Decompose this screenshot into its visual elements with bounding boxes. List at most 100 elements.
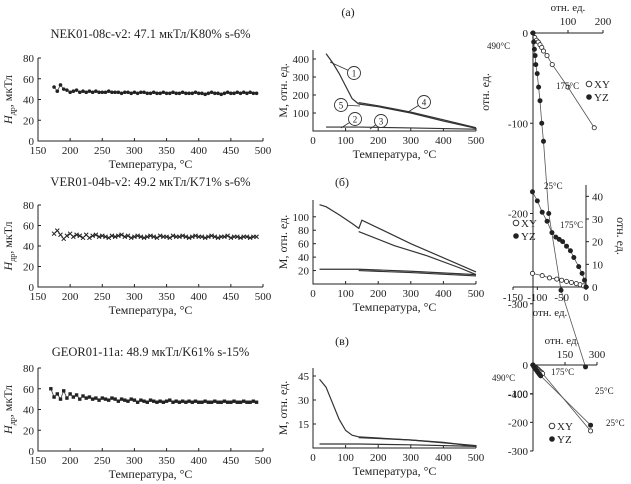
data-point <box>129 397 133 401</box>
data-point <box>202 235 208 241</box>
zijderveld-point-XY <box>529 270 535 276</box>
x-tick-label: 400 <box>190 291 207 303</box>
data-point <box>184 400 188 404</box>
y-tick-label: -100 <box>508 118 529 130</box>
data-point <box>116 233 121 239</box>
data-point <box>74 88 79 92</box>
data-point <box>64 233 70 239</box>
annotation-circle <box>348 112 362 126</box>
data-point <box>77 233 83 239</box>
data-point <box>99 233 105 239</box>
data-point <box>71 89 76 93</box>
data-point <box>247 235 253 241</box>
data-point <box>164 234 169 240</box>
data-point <box>138 234 144 240</box>
data-point <box>212 91 217 96</box>
x-tick-label: 450 <box>223 455 240 467</box>
zijderveld-point-YZ <box>564 243 570 249</box>
data-point <box>119 91 124 96</box>
data-point <box>110 396 114 400</box>
y-tick-label: 300 <box>293 72 310 84</box>
data-point <box>142 399 146 403</box>
x-tick-label: 200 <box>370 452 387 464</box>
zijderveld-point-YZ <box>534 198 540 204</box>
y-tick-label: 60 <box>23 221 35 233</box>
data-point <box>177 91 182 96</box>
data-point <box>228 235 234 241</box>
data-point <box>154 235 160 241</box>
data-point <box>94 89 98 93</box>
data-point <box>142 90 146 95</box>
data-point <box>78 397 82 401</box>
data-point <box>238 400 243 404</box>
curve-3 <box>358 126 477 130</box>
legend-yz-marker <box>586 94 592 100</box>
y-tick-label: 60 <box>298 239 310 251</box>
data-point <box>132 90 137 95</box>
curve-heating1 <box>319 378 359 438</box>
data-point <box>58 83 63 87</box>
x-tick-label: 500 <box>255 455 272 467</box>
data-point <box>84 90 89 95</box>
curve-1 <box>325 53 360 105</box>
y-tick-label: 20 <box>592 237 604 249</box>
data-point <box>244 234 250 240</box>
data-point <box>129 91 134 96</box>
y-tick-label: 60 <box>23 74 35 86</box>
data-point <box>164 91 169 96</box>
data-point <box>171 90 175 95</box>
data-point <box>174 91 179 96</box>
x-axis-label: Температура, °C <box>353 464 437 478</box>
data-point <box>209 233 214 239</box>
data-point <box>97 398 101 402</box>
y-tick-label: 80 <box>298 225 310 237</box>
data-point <box>170 233 176 239</box>
data-point <box>215 235 221 241</box>
data-point <box>58 232 63 238</box>
legend-xy-label: XY <box>521 218 537 230</box>
x-tick-label: 150 <box>557 349 574 361</box>
y-axis-label: Hдр, мкТл <box>1 75 17 125</box>
legend-yz-marker <box>549 436 555 442</box>
data-point <box>71 234 76 240</box>
data-point <box>109 233 115 239</box>
data-point <box>106 235 112 241</box>
data-point <box>200 91 204 96</box>
panel-label-c: (в) <box>335 334 349 348</box>
data-point <box>107 398 111 402</box>
y-tick-label: 40 <box>23 241 35 253</box>
x-axis-label: Температура, °C <box>353 300 437 314</box>
data-point <box>103 90 108 95</box>
panel-label-a: (а) <box>341 5 354 19</box>
x-tick-label: 200 <box>595 16 612 28</box>
data-point <box>229 91 233 96</box>
x-tick-label: 100 <box>337 452 354 464</box>
zijderveld-point-YZ <box>539 120 545 126</box>
axes-frame <box>37 205 263 288</box>
x-tick-label: 0 <box>310 288 316 300</box>
y-axis-label-symbol: H <box>1 114 15 125</box>
annotation-circle <box>374 114 388 128</box>
temp-label: 175°C <box>560 220 583 230</box>
zijderveld-point-XY <box>559 277 565 283</box>
zijderveld-point-XY <box>549 62 555 68</box>
annotation-number: 2 <box>353 115 358 125</box>
x-tick-label: 300 <box>126 145 143 157</box>
data-point <box>148 233 153 239</box>
data-point <box>148 91 153 96</box>
x-tick-label: 350 <box>158 145 175 157</box>
data-point <box>52 85 56 89</box>
data-point <box>158 399 162 403</box>
data-point <box>203 399 207 403</box>
x-axis-label: Температура, °C <box>109 467 193 481</box>
temp-label: 175°C <box>556 81 579 91</box>
data-point <box>245 91 249 96</box>
temp-label: 25°C <box>595 386 614 396</box>
data-point <box>55 89 60 93</box>
chart-title: NEK01-08c-v2: 47.1 мкТл/K80% s-6% <box>50 27 250 41</box>
data-point <box>212 234 218 240</box>
legend-xy-label: XY <box>557 421 573 433</box>
temp-label: 25°C <box>606 418 625 428</box>
y-tick-label: 100 <box>293 212 310 224</box>
data-point <box>119 232 124 238</box>
